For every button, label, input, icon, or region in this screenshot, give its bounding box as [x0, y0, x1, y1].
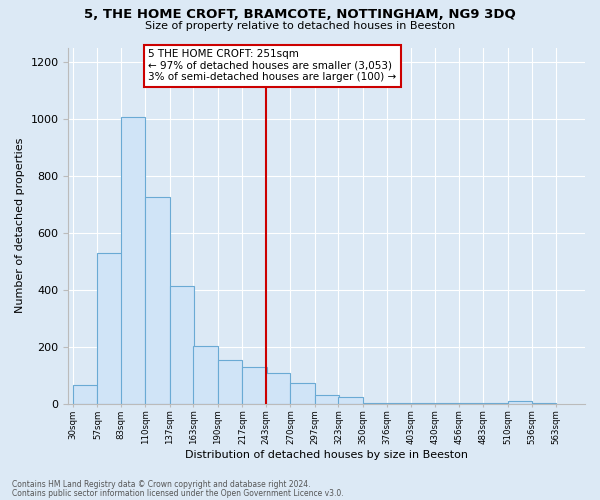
- Text: 5, THE HOME CROFT, BRAMCOTE, NOTTINGHAM, NG9 3DQ: 5, THE HOME CROFT, BRAMCOTE, NOTTINGHAM,…: [84, 8, 516, 20]
- Y-axis label: Number of detached properties: Number of detached properties: [15, 138, 25, 314]
- Bar: [411, 402, 436, 404]
- Bar: [363, 402, 388, 404]
- Bar: [459, 402, 484, 404]
- Bar: [315, 396, 340, 404]
- Bar: [193, 346, 218, 404]
- Bar: [266, 372, 290, 404]
- Text: Contains public sector information licensed under the Open Government Licence v3: Contains public sector information licen…: [12, 488, 344, 498]
- Text: Size of property relative to detached houses in Beeston: Size of property relative to detached ho…: [145, 21, 455, 31]
- Bar: [290, 382, 315, 404]
- Text: 5 THE HOME CROFT: 251sqm
← 97% of detached houses are smaller (3,053)
3% of semi: 5 THE HOME CROFT: 251sqm ← 97% of detach…: [148, 50, 397, 82]
- Bar: [386, 402, 411, 404]
- Bar: [508, 401, 532, 404]
- Bar: [436, 402, 460, 404]
- Bar: [73, 386, 97, 404]
- Bar: [97, 253, 122, 404]
- Bar: [121, 118, 145, 404]
- Bar: [338, 397, 363, 404]
- Bar: [532, 402, 556, 404]
- Text: Contains HM Land Registry data © Crown copyright and database right 2024.: Contains HM Land Registry data © Crown c…: [12, 480, 311, 489]
- Bar: [145, 197, 170, 404]
- Bar: [170, 286, 194, 404]
- Bar: [242, 367, 267, 404]
- Bar: [218, 360, 242, 404]
- Bar: [484, 402, 508, 404]
- X-axis label: Distribution of detached houses by size in Beeston: Distribution of detached houses by size …: [185, 450, 468, 460]
